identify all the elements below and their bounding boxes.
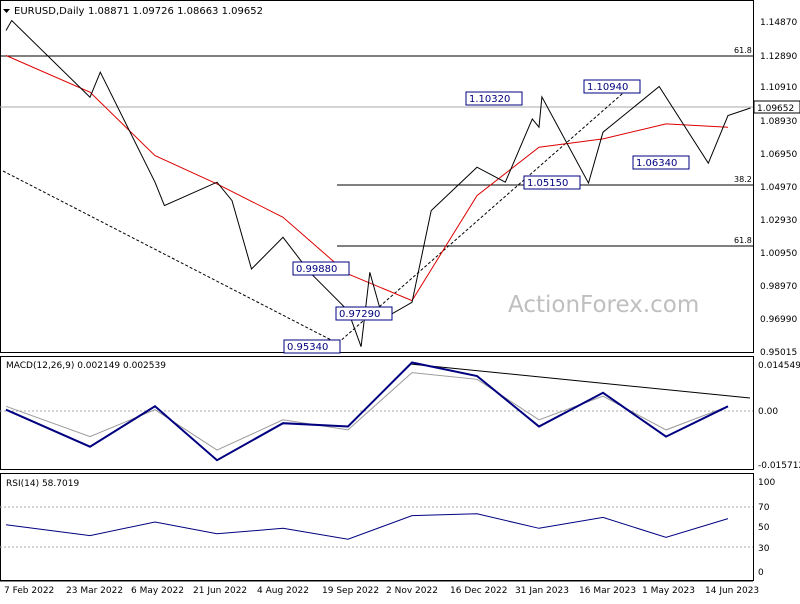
time-axis-label: 4 Aug 2022 (257, 586, 309, 596)
annotation-1-05150: 1.05150 (523, 175, 581, 190)
time-axis-label: 7 Feb 2022 (4, 586, 54, 596)
price-axis-label: 1.02930 (760, 216, 797, 226)
time-axis-label: 31 Jan 2023 (515, 586, 569, 596)
price-axis-label: 0.95015 (760, 348, 797, 358)
time-axis-label: 16 Dec 2022 (450, 586, 508, 596)
rsi-panel-frame (0, 473, 754, 581)
fib-label-38-2: 38.2 (734, 175, 752, 184)
rsi-axis-label: 100 (758, 478, 775, 488)
price-axis-label: 1.04970 (760, 183, 797, 193)
fib-label-61-8-top: 61.8 (734, 46, 752, 55)
annotation-0-95340: 0.95340 (283, 339, 341, 354)
price-axis-label: 0.98970 (760, 282, 797, 292)
macd-trendline (409, 363, 751, 399)
rsi-axis-label: 30 (758, 544, 770, 554)
annotation-0-97290: 0.97290 (335, 306, 393, 321)
svg-text:1.05150: 1.05150 (527, 178, 568, 189)
fib-label-61-8-bottom: 61.8 (734, 236, 752, 245)
rsi-axis-label: 50 (758, 523, 770, 533)
time-axis-label: 1 May 2023 (642, 586, 695, 596)
svg-text:1.09652: 1.09652 (757, 104, 794, 114)
price-line (5, 19, 751, 347)
time-axis-label: 16 Mar 2023 (579, 586, 636, 596)
price-axis-label: 1.06950 (760, 150, 797, 160)
macd-label: MACD(12,26,9) 0.002149 0.002539 (6, 361, 166, 371)
watermark: ActionForex.com (508, 292, 699, 318)
rsi-label: RSI(14) 58.7019 (6, 479, 79, 489)
price-axis-label: 1.08930 (760, 117, 797, 127)
annotation-1-10320: 1.10320 (465, 91, 523, 106)
macd-line (5, 361, 729, 462)
annotation-1-06340: 1.06340 (632, 155, 690, 170)
macd-axis-label: 0.00 (758, 407, 778, 417)
symbol-dropdown-icon[interactable] (3, 9, 10, 13)
macd-axis-label: 0.014549 (758, 361, 800, 371)
time-axis-label: 21 Jun 2022 (193, 586, 247, 596)
chart-header-ohlc: 1.08871 1.09726 1.08663 1.09652 (88, 6, 263, 17)
svg-text:1.10940: 1.10940 (587, 82, 628, 93)
svg-text:0.99880: 0.99880 (296, 264, 337, 275)
svg-text:1.06340: 1.06340 (636, 158, 677, 169)
rsi-line (5, 513, 729, 540)
svg-text:1.10320: 1.10320 (469, 94, 510, 105)
time-axis-label: 19 Sep 2022 (322, 586, 379, 596)
price-axis-label: 1.00950 (760, 249, 797, 259)
macd-axis-label: -0.015712 (758, 461, 800, 471)
annotation-0-99880: 0.99880 (292, 261, 350, 276)
price-panel-frame (0, 0, 754, 353)
svg-text:0.97290: 0.97290 (339, 309, 380, 320)
time-axis-label: 14 Jun 2023 (705, 586, 759, 596)
trendline-dashed-down (2, 170, 336, 343)
annotation-1-10940: 1.10940 (583, 79, 641, 94)
time-axis-label: 6 May 2022 (131, 586, 184, 596)
price-axis-label: 0.96990 (760, 315, 797, 325)
price-axis-label: 1.14870 (760, 18, 797, 28)
moving-average-line (5, 55, 729, 302)
macd-signal-line (5, 372, 729, 451)
price-axis-label: 1.12890 (760, 52, 797, 62)
current-price-tag: 1.09652 (753, 100, 800, 114)
time-axis-label: 2 Nov 2022 (386, 586, 438, 596)
time-axis-label: 23 Mar 2022 (66, 586, 123, 596)
rsi-axis-label: 70 (758, 503, 770, 513)
svg-text:0.95340: 0.95340 (287, 342, 328, 353)
price-axis-label: 1.10910 (760, 83, 797, 93)
macd-panel-frame (0, 356, 754, 470)
chart-header-symbol: EURUSD,Daily (14, 6, 85, 17)
rsi-axis-label: 0 (758, 568, 764, 578)
